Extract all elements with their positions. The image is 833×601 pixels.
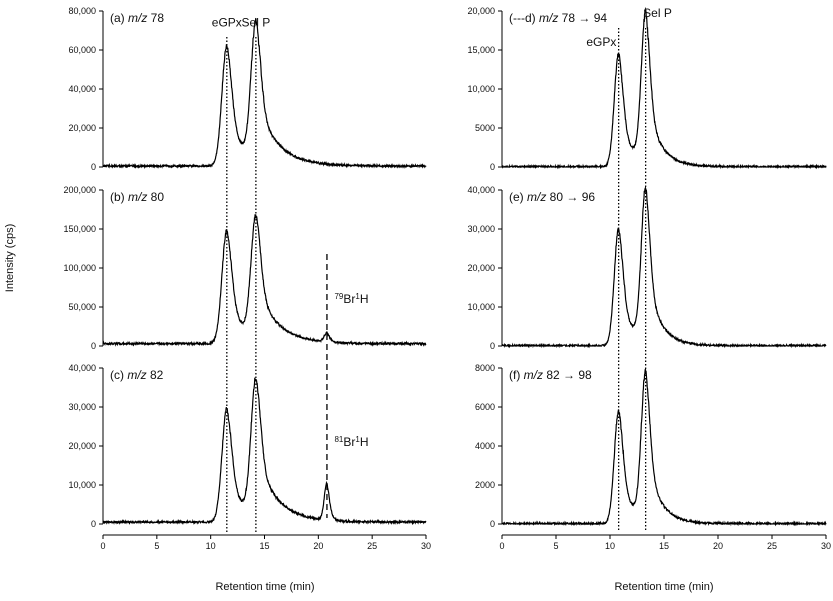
panel-label-f: (f) m/z 82 → 98 bbox=[509, 368, 592, 382]
annotation-label: 79Br1H bbox=[334, 292, 368, 306]
x-tick-label: 0 bbox=[499, 541, 504, 551]
panel-f: 0 2000 4000 6000 8000 (f) m/z 82 → 98 bbox=[475, 363, 827, 529]
panel-c: 0 10,000 20,000 30,000 40,000 (c) m/z 82 81Br1… bbox=[68, 363, 427, 529]
x-tick-label: 30 bbox=[821, 541, 831, 551]
y-tick-label: 60,000 bbox=[68, 45, 96, 55]
panel-label-d: (---d) m/z 78 → 94 bbox=[509, 11, 607, 25]
series-line-c bbox=[102, 377, 427, 526]
panel-label-c: (c) m/z 82 bbox=[110, 368, 164, 382]
y-tick-label: 150,000 bbox=[63, 224, 96, 234]
y-tick-label: 0 bbox=[91, 162, 96, 172]
y-tick-label: 50,000 bbox=[68, 302, 96, 312]
annotation-label: Sel P bbox=[242, 16, 271, 30]
y-tick-label: 0 bbox=[91, 341, 96, 351]
y-tick-label: 200,000 bbox=[63, 185, 96, 195]
y-tick-label: 40,000 bbox=[467, 185, 495, 195]
series-line-e bbox=[501, 185, 827, 349]
y-tick-label: 8000 bbox=[475, 363, 495, 373]
x-tick-label: 20 bbox=[313, 541, 323, 551]
panel-label-e: (e) m/z 80 → 96 bbox=[509, 190, 595, 204]
annotation-label: eGPx bbox=[212, 16, 242, 30]
x-axis-right: 0 5 10 15 20 25 30 bbox=[499, 534, 831, 551]
x-tick-label: 15 bbox=[659, 541, 669, 551]
x-tick-label: 25 bbox=[767, 541, 777, 551]
annotation-label: eGPx bbox=[586, 35, 616, 49]
y-tick-label: 5000 bbox=[475, 123, 495, 133]
x-tick-label: 25 bbox=[367, 541, 377, 551]
y-tick-label: 0 bbox=[490, 519, 495, 529]
series-line-f bbox=[501, 368, 827, 527]
x-tick-label: 15 bbox=[259, 541, 269, 551]
y-tick-label: 80,000 bbox=[68, 6, 96, 16]
y-tick-label: 0 bbox=[490, 162, 495, 172]
x-axis-title-left: Retention time (min) bbox=[215, 581, 314, 593]
y-tick-label: 10,000 bbox=[467, 84, 495, 94]
y-tick-label: 6000 bbox=[475, 402, 495, 412]
y-tick-label: 40,000 bbox=[68, 84, 96, 94]
panel-label-b: (b) m/z 80 bbox=[110, 190, 164, 204]
y-tick-label: 4000 bbox=[475, 441, 495, 451]
y-tick-label: 0 bbox=[91, 519, 96, 529]
y-tick-label: 10,000 bbox=[467, 302, 495, 312]
y-tick-label: 20,000 bbox=[467, 6, 495, 16]
x-tick-label: 20 bbox=[713, 541, 723, 551]
y-tick-label: 0 bbox=[490, 341, 495, 351]
y-tick-label: 40,000 bbox=[68, 363, 96, 373]
panel-label-a: (a) m/z 78 bbox=[110, 11, 164, 25]
x-tick-label: 10 bbox=[206, 541, 216, 551]
annotation-label: Sel P bbox=[643, 6, 672, 20]
series-line-d bbox=[501, 6, 827, 170]
x-tick-label: 10 bbox=[605, 541, 615, 551]
y-tick-label: 30,000 bbox=[68, 402, 96, 412]
annotation-label: 81Br1H bbox=[334, 435, 368, 449]
y-tick-label: 100,000 bbox=[63, 263, 96, 273]
y-tick-label: 10,000 bbox=[68, 480, 96, 490]
y-axis-title: Intensity (cps) bbox=[4, 224, 16, 292]
y-tick-label: 20,000 bbox=[467, 263, 495, 273]
x-tick-label: 30 bbox=[421, 541, 431, 551]
panel-d: 0 5000 10,000 15,000 20,000 (---d) m/z 78 → 9… bbox=[467, 6, 827, 172]
panel-e: 0 10,000 20,000 30,000 40,000 (e) m/z 80 → 96 bbox=[467, 185, 827, 351]
x-tick-label: 5 bbox=[154, 541, 159, 551]
x-axis-left: 0 5 10 15 20 25 30 bbox=[100, 534, 431, 551]
y-tick-label: 20,000 bbox=[68, 123, 96, 133]
x-tick-label: 0 bbox=[100, 541, 105, 551]
series-line-b bbox=[102, 214, 427, 347]
series-line-a bbox=[102, 17, 427, 170]
x-tick-label: 5 bbox=[553, 541, 558, 551]
y-tick-label: 20,000 bbox=[68, 441, 96, 451]
panel-a: 0 20,000 40,000 60,000 80,000 (a) m/z 78 eGPx S… bbox=[68, 6, 427, 172]
y-tick-label: 2000 bbox=[475, 480, 495, 490]
y-tick-label: 15,000 bbox=[467, 45, 495, 55]
y-tick-label: 30,000 bbox=[467, 224, 495, 234]
x-axis-title-right: Retention time (min) bbox=[614, 581, 713, 593]
panel-b: 0 50,000 100,000 150,000 200,000 (b) m/z 80 79… bbox=[63, 185, 427, 351]
